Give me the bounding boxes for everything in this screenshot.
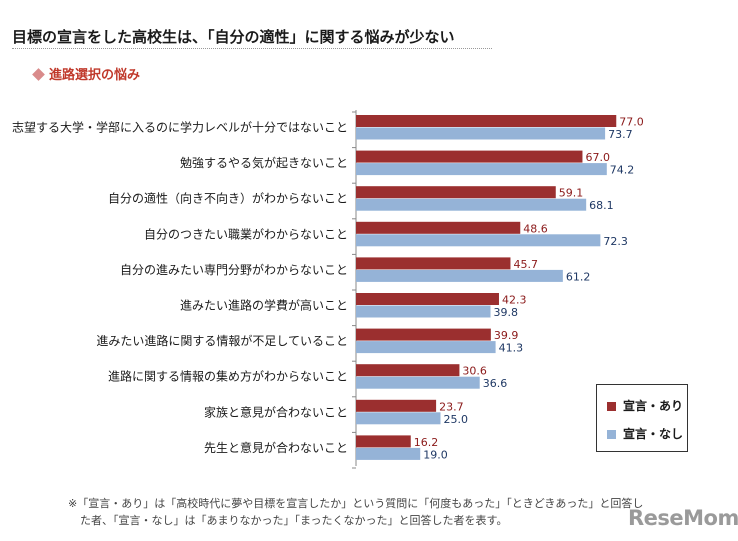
footnote: ※「宣言・あり」は「高校時代に夢や目標を宣言したか」という質問に「何度もあった」… [68,495,708,529]
bar-sengen-nashi [356,127,606,140]
bar-sengen-nashi [356,198,587,211]
footnote-line-2: た者、「宣言・なし」は「あまりなかった」「まったくなかった」と回答した者を表す。 [80,514,508,527]
data-label: 77.0 [619,116,644,129]
data-label: 36.6 [483,377,508,390]
bar-sengen-ari [356,364,460,377]
bar-sengen-ari [356,150,583,163]
bar-sengen-nashi [356,341,496,354]
legend-label: 宣言・なし [623,427,684,441]
category-label: 進路に関する情報の集め方がわからないこと [108,369,348,384]
data-label: 67.0 [585,151,610,164]
category-label: 勉強するやる気が起きないこと [180,155,348,170]
category-label: 家族と意見が合わないこと [204,404,348,419]
category-label: 自分のつきたい職業がわからないこと [144,226,348,241]
bar-sengen-nashi [356,305,491,318]
data-label: 74.2 [610,164,635,177]
data-label: 19.0 [423,448,448,461]
bar-sengen-ari [356,186,556,199]
legend-item-sengen-ari: 宣言・あり [607,397,683,414]
title-divider [12,48,492,49]
bar-sengen-ari [356,399,437,412]
chart-subtitle-text: 進路選択の悩み [49,68,141,83]
data-label: 61.2 [566,270,591,283]
chart-subtitle: 進路選択の悩み [32,64,141,83]
bar-sengen-nashi [356,412,441,425]
data-label: 25.0 [444,413,469,426]
data-label: 59.1 [559,187,584,200]
data-label: 39.8 [494,306,519,319]
data-label: 42.3 [502,294,527,307]
category-label: 先生と意見が合わないこと [204,440,348,455]
data-label: 30.6 [462,365,487,378]
legend-item-sengen-nashi: 宣言・なし [607,425,683,442]
bar-sengen-ari [356,257,511,270]
data-label: 48.6 [523,222,548,235]
bar-sengen-nashi [356,376,480,389]
bar-sengen-ari [356,115,617,127]
data-label: 16.2 [414,436,439,449]
data-label: 45.7 [513,258,538,271]
bar-sengen-nashi [356,163,607,176]
legend-swatch-icon [607,430,616,439]
category-label: 志望する大学・学部に入るのに学力レベルが十分ではないこと [12,120,348,135]
bar-sengen-ari [356,328,491,341]
data-label: 68.1 [589,199,614,212]
data-label: 72.3 [603,235,628,248]
category-label: 進みたい進路に関する情報が不足していること [96,333,348,348]
page-title: 目標の宣言をした高校生は、「自分の適性」に関する悩みが少ない [12,28,455,46]
bar-sengen-nashi [356,269,563,282]
bar-sengen-ari [356,435,411,448]
bar-sengen-nashi [356,234,601,247]
category-label: 進みたい進路の学費が高いこと [180,298,348,313]
data-label: 23.7 [439,400,464,413]
bar-sengen-ari [356,293,499,305]
resemom-logo: ReseMom [628,506,738,530]
category-label: 自分の進みたい専門分野がわからないこと [120,262,348,277]
bar-sengen-ari [356,221,521,234]
legend-label: 宣言・あり [623,399,684,413]
data-label: 41.3 [499,342,524,355]
data-label: 73.7 [608,128,633,141]
footnote-line-1: ※「宣言・あり」は「高校時代に夢や目標を宣言したか」という質問に「何度もあった」… [68,497,644,510]
bar-sengen-nashi [356,447,421,460]
data-label: 39.9 [494,329,519,342]
category-label: 自分の適性（向き不向き）がわからないこと [108,191,348,206]
legend-swatch-icon [607,402,616,411]
chart-legend: 宣言・あり 宣言・なし [596,384,688,452]
